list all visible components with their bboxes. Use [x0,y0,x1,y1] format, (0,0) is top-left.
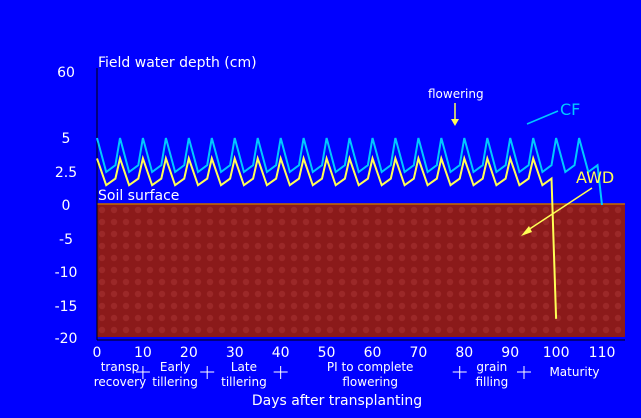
stage-label: PI to complete [327,360,414,374]
soil-surface-label: Soil surface [98,188,179,204]
awd-label: AWD [576,168,614,187]
stage-label: recovery [94,375,147,389]
stage-label: transp [101,360,139,374]
flowering-arrow-head [451,119,459,126]
soil-region [97,204,625,337]
x-tick-label: 30 [226,345,244,361]
stage-label: tillering [221,375,267,389]
stage-label: Late [231,360,257,374]
y-tick-labels: 60 5 2.5 0 -5 -10 -15 -20 [55,65,78,347]
y-tick-label: 2.5 [55,165,77,181]
y-tick-label: 0 [62,198,71,214]
x-tick-label: 10 [134,345,152,361]
stage-label: flowering [342,375,398,389]
x-tick-label: 110 [589,345,616,361]
series-group [96,137,603,319]
cf-label: CF [560,100,580,119]
flowering-label: flowering [428,87,484,101]
x-tick-label: 80 [455,345,473,361]
stage-label: Early [160,360,190,374]
x-tick-label: 60 [364,345,382,361]
awd-pointer-head [521,226,532,236]
series-line-cf [96,137,603,206]
y-tick-label: -20 [55,331,78,347]
cf-pointer-line [526,110,559,125]
x-axis-title: Days after transplanting [252,393,422,409]
y-tick-label: -10 [55,265,78,281]
series-line-awd [96,154,558,319]
y-tick-label: -5 [59,232,73,248]
x-tick-label: 90 [501,345,519,361]
awd-pointer-line [524,187,593,233]
y-tick-label: 60 [57,65,75,81]
growth-stage-labels: transprecoveryEarlytilleringLatetillerin… [94,360,600,389]
stage-label: grain [476,360,507,374]
stage-label: filling [475,375,508,389]
y-tick-label: -15 [55,299,78,315]
x-tick-labels: 0 10 20 30 40 50 60 70 80 90 100 110 [93,345,616,361]
x-tick-label: 0 [93,345,102,361]
x-tick-label: 100 [543,345,570,361]
x-tick-label: 50 [318,345,336,361]
stage-label: tillering [152,375,198,389]
stage-label: Maturity [549,365,599,379]
x-tick-label: 40 [272,345,290,361]
x-tick-label: 20 [180,345,198,361]
y-tick-label: 5 [62,131,71,147]
chart-title: Field water depth (cm) [98,55,257,71]
x-tick-label: 70 [409,345,427,361]
